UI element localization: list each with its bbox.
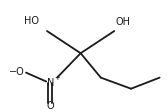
Text: N: N xyxy=(47,78,54,88)
Text: OH: OH xyxy=(116,17,131,27)
Text: +: + xyxy=(54,75,60,81)
Text: HO: HO xyxy=(24,16,39,26)
Text: O: O xyxy=(47,101,54,111)
Text: −O: −O xyxy=(9,67,25,76)
